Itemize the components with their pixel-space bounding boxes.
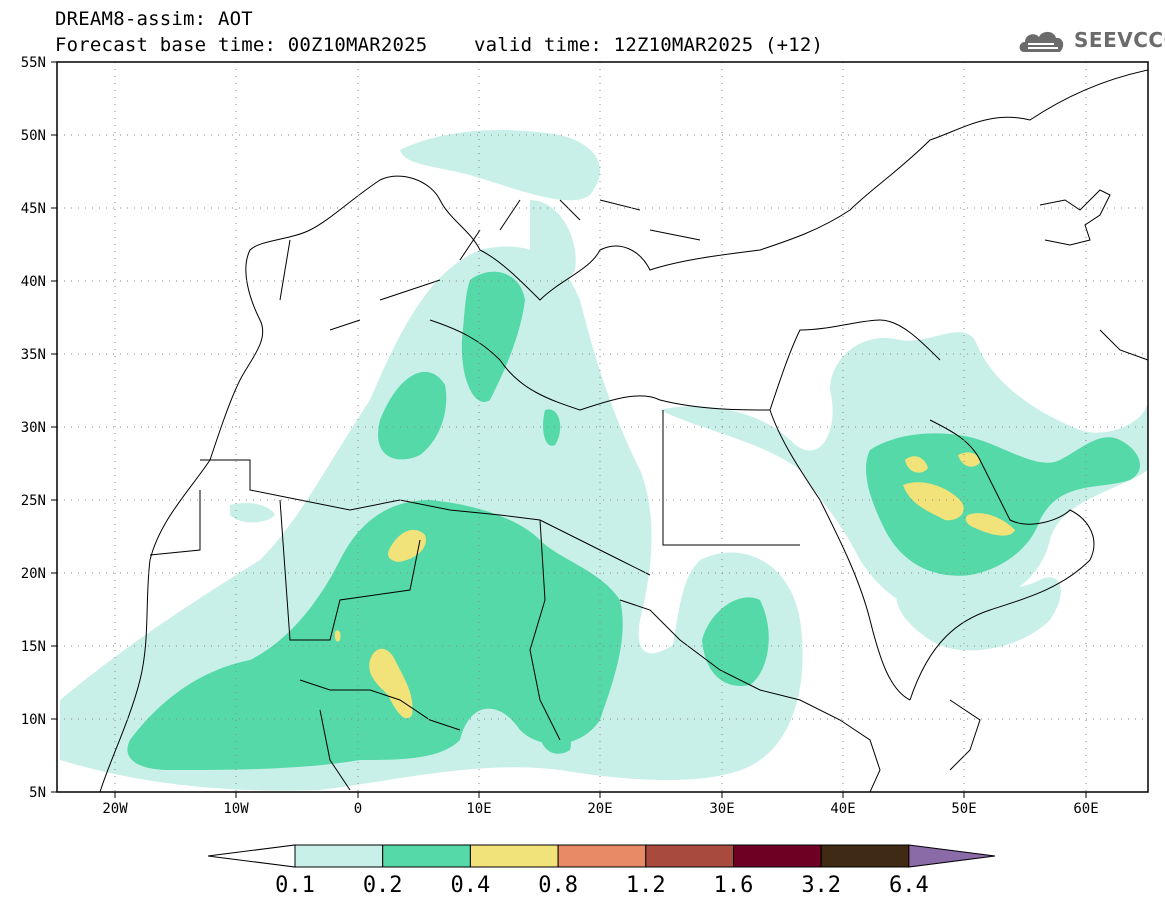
lat-label: 35N (21, 347, 46, 363)
coastlines (99, 69, 1148, 792)
lon-label: 20W (102, 801, 128, 817)
latitude-labels: 5N 10N 15N 20N 25N 30N 35N 40N 45N 50N 5… (21, 55, 46, 801)
lon-label: 60E (1073, 801, 1098, 817)
lat-label: 45N (21, 201, 46, 217)
colorbar-label: 1.2 (626, 873, 666, 898)
aot-field (60, 130, 1148, 791)
colorbar: 0.1 0.2 0.4 0.8 1.2 1.6 3.2 6.4 (207, 844, 996, 898)
lat-label: 10N (21, 712, 46, 728)
forecast-times: Forecast base time: 00Z10MAR2025 valid t… (55, 34, 823, 56)
lon-label: 0 (354, 801, 362, 817)
map-title: DREAM8-assim: AOT (55, 8, 253, 30)
colorbar-swatch (733, 844, 822, 868)
colorbar-label: 1.6 (714, 873, 754, 898)
lon-label: 10E (466, 801, 491, 817)
lat-label: 30N (21, 420, 46, 436)
lon-label: 30E (709, 801, 734, 817)
lon-label: 50E (951, 801, 976, 817)
colorbar-max-arrow (908, 844, 996, 868)
graticule (57, 62, 1148, 792)
lat-label: 5N (29, 785, 46, 801)
colorbar-swatch (645, 844, 734, 868)
colorbar-swatch (557, 844, 647, 868)
base-time: Forecast base time: 00Z10MAR2025 (55, 34, 428, 56)
logo-text: SEEVCCC (1074, 28, 1165, 52)
longitude-labels: 20W 10W 0 10E 20E 30E 40E 50E 60E (102, 801, 1098, 817)
colorbar-swatch (382, 844, 471, 868)
axis-ticks (51, 61, 1087, 798)
colorbar-label: 0.1 (275, 873, 315, 898)
valid-time: valid time: 12Z10MAR2025 (+12) (474, 34, 824, 56)
lon-label: 10W (223, 801, 249, 817)
lat-label: 55N (21, 55, 46, 71)
lon-label: 20E (587, 801, 612, 817)
colorbar-label: 3.2 (801, 873, 841, 898)
colorbar-label: 0.2 (363, 873, 403, 898)
colorbar-label: 0.8 (538, 873, 578, 898)
colorbar-min-arrow (207, 844, 296, 868)
colorbar-swatch (469, 844, 559, 868)
cloud-logo-icon (1019, 31, 1064, 52)
colorbar-label: 0.4 (451, 873, 491, 898)
lat-label: 50N (21, 128, 46, 144)
lat-label: 40N (21, 274, 46, 290)
lon-label: 40E (830, 801, 855, 817)
colorbar-swatch (294, 844, 384, 868)
lat-label: 25N (21, 493, 46, 509)
lat-label: 15N (21, 639, 46, 655)
colorbar-swatch (820, 844, 910, 868)
lat-label: 20N (21, 566, 46, 582)
colorbar-label: 6.4 (889, 873, 929, 898)
